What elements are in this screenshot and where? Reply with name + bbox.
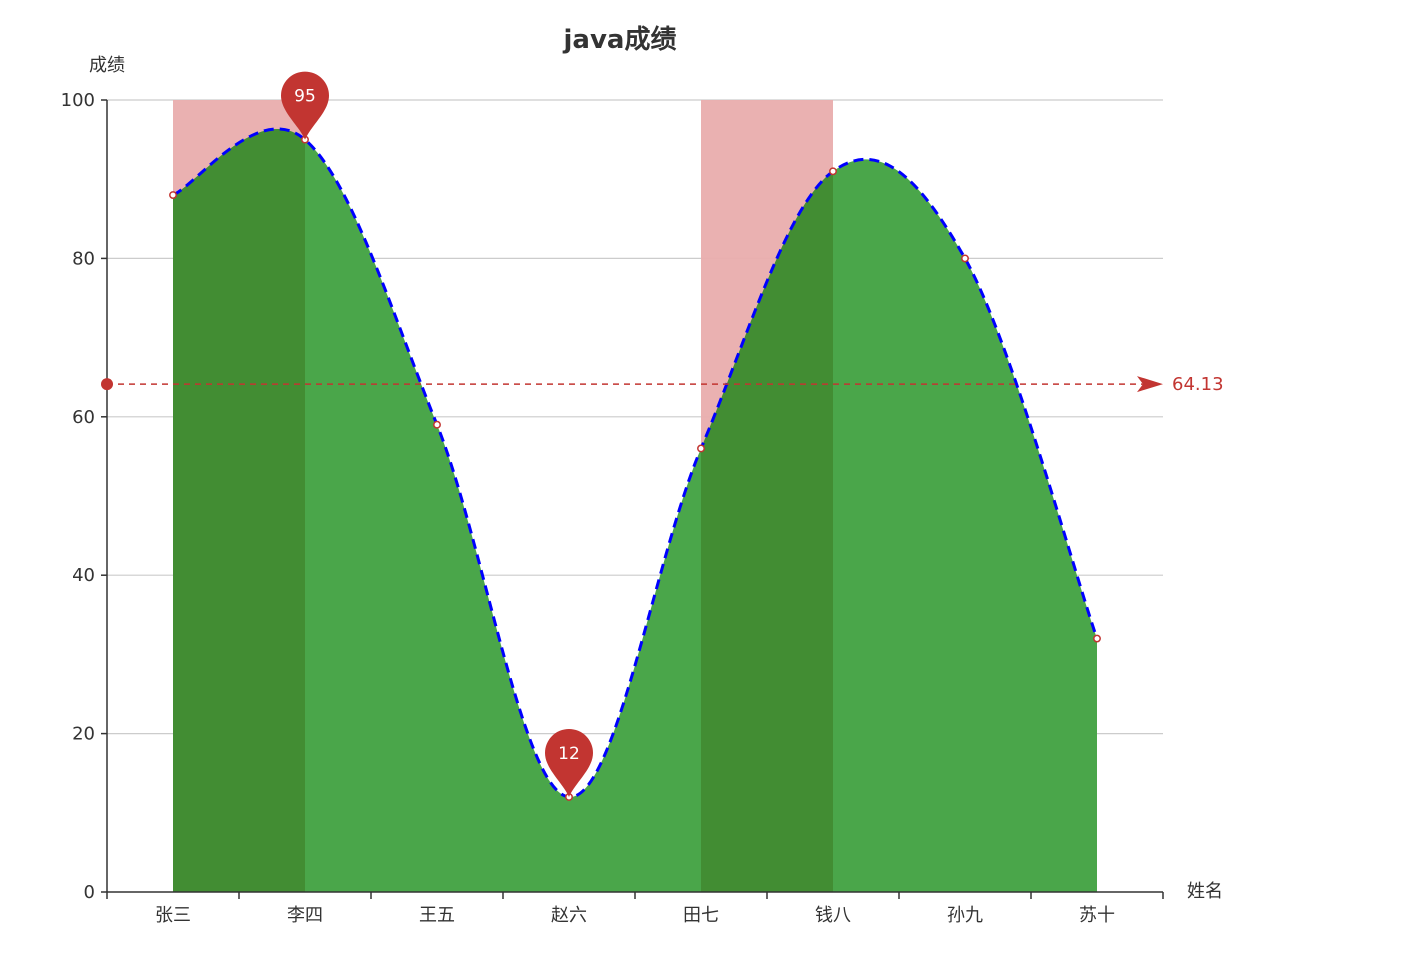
y-tick-label: 40 bbox=[72, 565, 95, 586]
y-tick-label: 100 bbox=[61, 90, 95, 111]
data-point bbox=[697, 444, 705, 453]
x-axis-name: 姓名 bbox=[1187, 881, 1223, 902]
average-mark-line: 64.13 bbox=[101, 374, 1224, 395]
y-axis-name: 成绩 bbox=[89, 55, 125, 76]
y-tick-label: 60 bbox=[72, 407, 95, 428]
data-point bbox=[433, 420, 441, 429]
x-tick-label: 苏十 bbox=[1079, 905, 1115, 926]
average-line-label: 64.13 bbox=[1172, 374, 1224, 395]
x-tick-label: 田七 bbox=[683, 905, 719, 926]
x-tick-label: 孙九 bbox=[947, 905, 983, 926]
average-line-start-dot bbox=[101, 378, 113, 391]
pin-label: 95 bbox=[294, 87, 316, 107]
x-tick-label: 李四 bbox=[287, 905, 323, 926]
y-tick-label: 20 bbox=[72, 724, 95, 745]
pin-marker bbox=[545, 728, 593, 797]
chart-title: java成绩 bbox=[563, 25, 677, 55]
axes: 0 20 40 60 80 100 张三 李四 王五 赵六 田七 钱八 孙九 苏十 bbox=[61, 90, 1164, 926]
pin-label: 12 bbox=[558, 744, 580, 764]
series-line bbox=[172, 127, 1099, 799]
y-tick-label: 80 bbox=[72, 248, 95, 269]
series-area-shade bbox=[173, 128, 305, 892]
x-tick-label: 王五 bbox=[419, 905, 455, 926]
data-point bbox=[961, 254, 969, 263]
x-tick-label: 钱八 bbox=[815, 905, 851, 926]
data-point bbox=[829, 167, 837, 176]
y-tick-label: 0 bbox=[84, 882, 95, 903]
average-line-arrow bbox=[1137, 376, 1163, 393]
extreme-pins: 95 12 bbox=[281, 71, 593, 797]
x-tick-label: 张三 bbox=[155, 905, 191, 926]
series-area-fill bbox=[173, 128, 1097, 892]
x-tick-label: 赵六 bbox=[551, 905, 587, 926]
pin-marker bbox=[281, 71, 329, 140]
data-point bbox=[169, 191, 177, 199]
data-point bbox=[1093, 634, 1101, 643]
series-area bbox=[172, 127, 1099, 892]
